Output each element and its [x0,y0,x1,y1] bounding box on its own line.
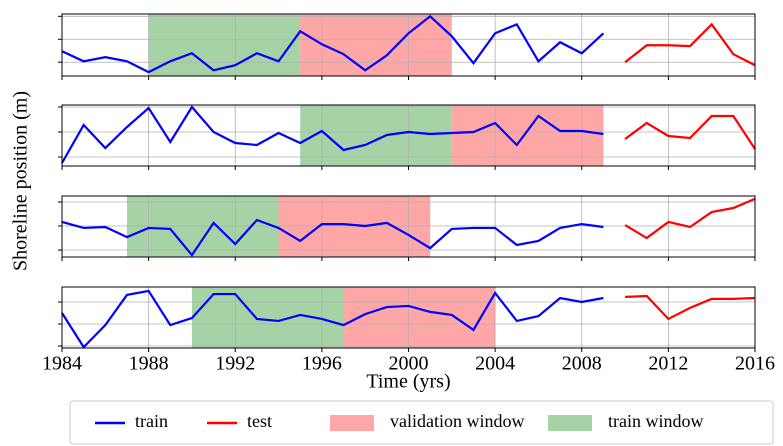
window-span [343,287,496,348]
axes-frame [61,104,756,167]
x-tick-label: 2004 [475,353,515,375]
x-tick-label: 1996 [302,353,342,375]
series-line [624,114,756,150]
window-span [191,287,344,348]
x-tick-label: 1984 [42,353,82,375]
x-tick-label: 2008 [562,353,602,375]
axes-frame [61,195,756,258]
x-tick-label: 2012 [648,353,688,375]
x-axis-label: Time (yrs) [366,371,450,393]
legend-label: validation window [390,411,524,431]
legend-patch [548,415,592,431]
legend-box [69,400,774,445]
series-line [624,22,756,67]
axes-frame [61,13,756,77]
x-tick-label: 1988 [129,353,169,375]
series-line [61,218,604,257]
window-span [148,14,301,76]
legend-label: train window [608,411,703,431]
x-tick-label: 2016 [735,353,775,375]
legend-label: test [247,411,272,431]
x-tick-label: 2000 [389,353,429,375]
legend-label: train [135,411,168,431]
series-line [61,14,605,74]
series-line [61,289,604,349]
legend-patch [330,415,374,431]
axes-frame [61,286,756,349]
x-tick-label: 1992 [215,353,255,375]
window-span [451,105,604,166]
series-line [625,294,756,321]
series-line [61,105,604,164]
window-span [278,196,431,257]
series-line [624,197,756,240]
window-span [126,196,279,257]
y-axis-label: Shoreline position (m) [10,91,32,271]
